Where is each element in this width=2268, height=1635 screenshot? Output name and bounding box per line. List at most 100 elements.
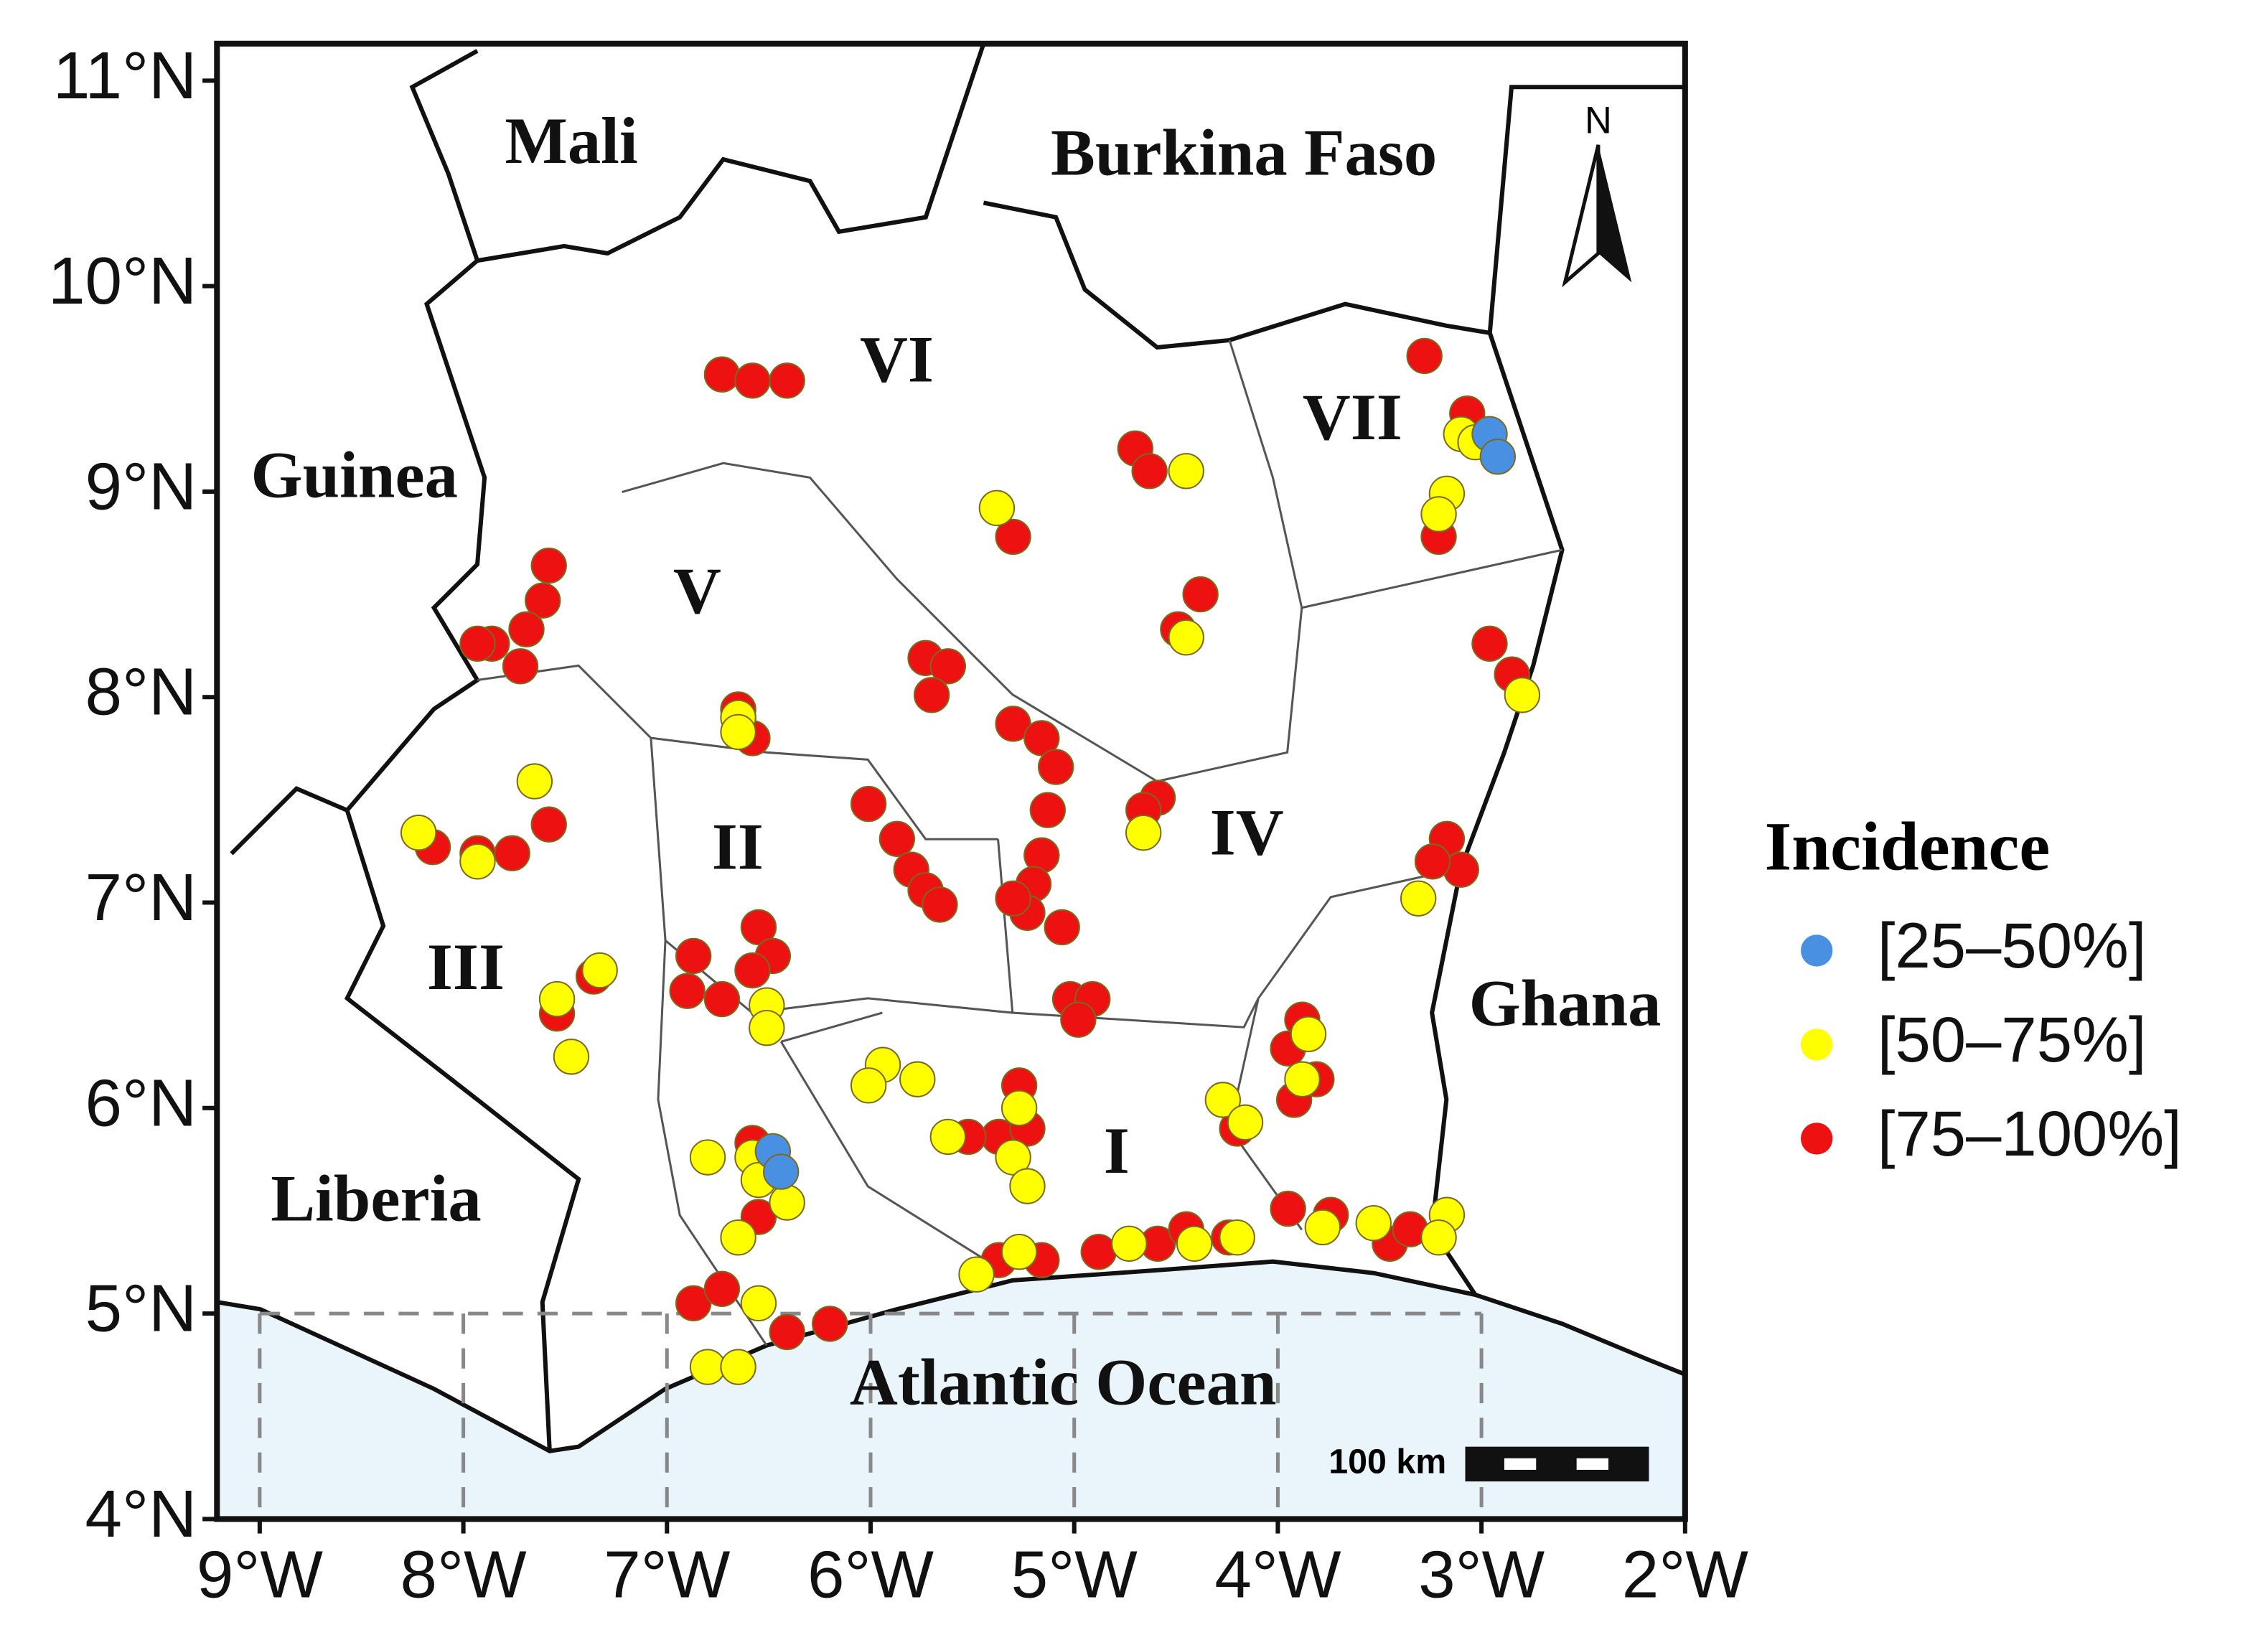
legend-label: [25–50%] bbox=[1878, 910, 2147, 981]
point bbox=[1182, 576, 1219, 613]
points bbox=[400, 337, 1541, 1385]
x-tick-label: 6°W bbox=[807, 1537, 934, 1612]
legend-label: [75–100%] bbox=[1878, 1098, 2182, 1169]
point bbox=[995, 880, 1031, 917]
map-area bbox=[216, 42, 1686, 1519]
y-tick-label: 7°N bbox=[85, 860, 197, 934]
country-borders bbox=[230, 42, 1685, 1451]
point bbox=[1131, 453, 1168, 489]
point bbox=[1406, 337, 1443, 375]
point bbox=[669, 973, 706, 1009]
point bbox=[720, 1349, 756, 1385]
country-label: Ghana bbox=[1469, 966, 1662, 1040]
point bbox=[1284, 1061, 1321, 1097]
region-label: VII bbox=[1303, 380, 1402, 454]
region-label: III bbox=[427, 930, 505, 1004]
point bbox=[1044, 909, 1080, 946]
scale-label: 100 km bbox=[1329, 1443, 1446, 1481]
point bbox=[689, 1139, 726, 1176]
point bbox=[850, 785, 887, 823]
point bbox=[675, 1285, 712, 1322]
point bbox=[538, 980, 576, 1018]
north-arrow: N bbox=[1562, 100, 1632, 288]
point bbox=[1479, 439, 1517, 475]
country-label: Guinea bbox=[251, 439, 458, 512]
point bbox=[1125, 815, 1162, 851]
point bbox=[1304, 1209, 1341, 1246]
point bbox=[1420, 1219, 1457, 1256]
point bbox=[459, 625, 496, 662]
point bbox=[734, 362, 771, 399]
point bbox=[1400, 880, 1437, 917]
point bbox=[740, 909, 777, 946]
point bbox=[675, 937, 712, 975]
point bbox=[1270, 1190, 1306, 1227]
point bbox=[1168, 619, 1204, 656]
x-tick-label: 9°W bbox=[197, 1537, 324, 1612]
legend-swatch bbox=[1801, 1123, 1833, 1155]
x-tick-label: 2°W bbox=[1622, 1537, 1749, 1612]
legend-swatch bbox=[1801, 1029, 1833, 1061]
point bbox=[516, 763, 553, 800]
point bbox=[581, 952, 618, 989]
point bbox=[1037, 749, 1074, 785]
point bbox=[1029, 792, 1067, 828]
x-tick-label: 3°W bbox=[1418, 1537, 1545, 1612]
legend: Incidence [25–50%] [50–75%] [75–100%] bbox=[1765, 808, 2182, 1169]
legend-label: [50–75%] bbox=[1878, 1004, 2147, 1075]
point bbox=[1168, 453, 1204, 489]
point bbox=[1355, 1204, 1392, 1242]
point bbox=[1414, 843, 1451, 880]
point bbox=[769, 1184, 805, 1221]
point bbox=[812, 1306, 848, 1342]
x-tick-label: 8°W bbox=[400, 1537, 528, 1612]
point bbox=[769, 362, 805, 399]
axes: 4°N 5°N 6°N 7°N 8°N 9°N 10°N 11°N 9°W 8°W 7°W 6°W 5°… bbox=[48, 38, 1748, 1612]
point bbox=[749, 1009, 785, 1046]
point bbox=[530, 806, 567, 843]
point bbox=[1111, 1225, 1148, 1262]
x-tick-label: 4°W bbox=[1214, 1537, 1341, 1612]
scale-segment bbox=[1504, 1458, 1537, 1470]
point bbox=[899, 1061, 936, 1097]
point bbox=[689, 1349, 726, 1385]
point bbox=[1290, 1016, 1327, 1052]
y-tick-label: 11°N bbox=[53, 38, 197, 113]
country-label: Liberia bbox=[271, 1161, 482, 1235]
point bbox=[1001, 1090, 1038, 1127]
point bbox=[740, 1285, 777, 1322]
x-tick-label: 7°W bbox=[604, 1537, 731, 1612]
region-label: IV bbox=[1210, 796, 1284, 870]
scale-bar: 100 km bbox=[1329, 1443, 1649, 1482]
point bbox=[508, 611, 545, 647]
point bbox=[1227, 1104, 1264, 1141]
y-tick-label: 10°N bbox=[48, 243, 197, 318]
point bbox=[913, 677, 950, 713]
point bbox=[1023, 720, 1060, 756]
point bbox=[1420, 496, 1457, 533]
point bbox=[720, 713, 756, 751]
point bbox=[958, 1256, 995, 1293]
point bbox=[525, 582, 561, 619]
region-label: VI bbox=[860, 323, 934, 397]
point bbox=[553, 1039, 590, 1075]
scale-segment bbox=[1465, 1446, 1649, 1482]
north-label: N bbox=[1585, 100, 1612, 141]
point bbox=[459, 843, 496, 880]
legend-title: Incidence bbox=[1765, 808, 2051, 885]
scale-segment bbox=[1576, 1458, 1609, 1470]
point bbox=[995, 518, 1031, 556]
country-label: Mali bbox=[505, 104, 637, 178]
coastline bbox=[216, 1259, 1686, 1453]
point bbox=[850, 1067, 887, 1104]
point bbox=[769, 1313, 805, 1351]
y-tick-label: 4°N bbox=[85, 1476, 197, 1551]
point bbox=[922, 886, 958, 923]
frame bbox=[214, 40, 1688, 1522]
point bbox=[703, 1270, 741, 1307]
point bbox=[1176, 1225, 1213, 1262]
region-label: V bbox=[673, 554, 721, 628]
point bbox=[878, 820, 916, 857]
ocean-label: Atlantic Ocean bbox=[850, 1345, 1277, 1419]
point bbox=[995, 1139, 1031, 1176]
